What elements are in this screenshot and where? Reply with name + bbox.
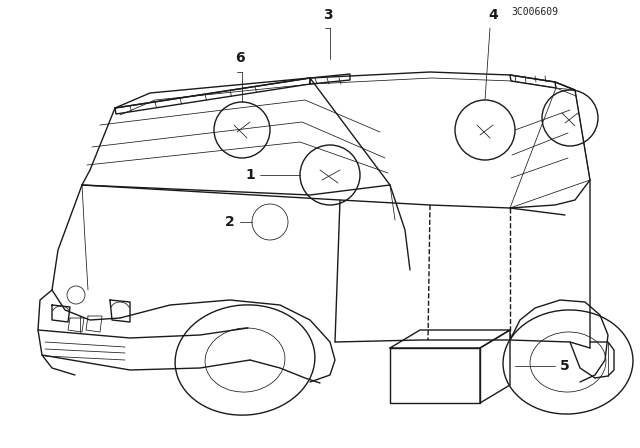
- Text: 6: 6: [235, 51, 245, 65]
- Text: 4: 4: [488, 8, 498, 22]
- Text: 5: 5: [560, 359, 570, 373]
- Text: 2: 2: [225, 215, 235, 229]
- Text: 3C006609: 3C006609: [511, 7, 558, 17]
- Text: 1: 1: [245, 168, 255, 182]
- Text: 3: 3: [323, 8, 333, 22]
